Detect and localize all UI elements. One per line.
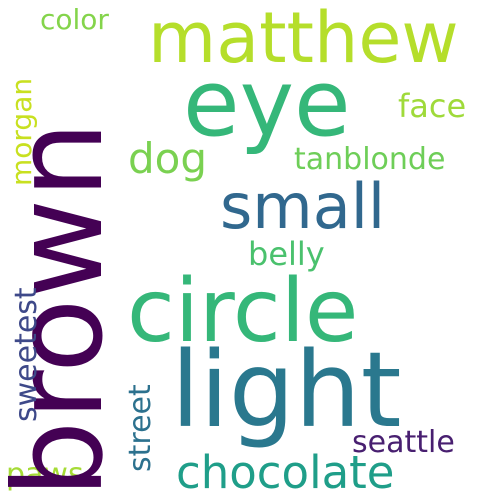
word-face: face — [398, 87, 467, 125]
word-seattle: seattle — [352, 425, 455, 460]
word-belly: belly — [248, 235, 325, 273]
word-small: small — [220, 170, 386, 243]
word-tanblonde: tanblonde — [294, 142, 446, 177]
word-paws: paws — [6, 457, 84, 492]
word-eye: eye — [183, 50, 351, 157]
word-circle: circle — [127, 260, 359, 362]
word-matthew: matthew — [148, 0, 459, 79]
word-sweetest: sweetest — [9, 287, 44, 422]
word-morgan: morgan — [5, 77, 38, 186]
word-dog: dog — [128, 134, 208, 183]
word-light: light — [171, 329, 402, 451]
word-chocolate: chocolate — [176, 446, 395, 499]
word-street: street — [123, 384, 158, 472]
word-color: color — [40, 3, 109, 36]
